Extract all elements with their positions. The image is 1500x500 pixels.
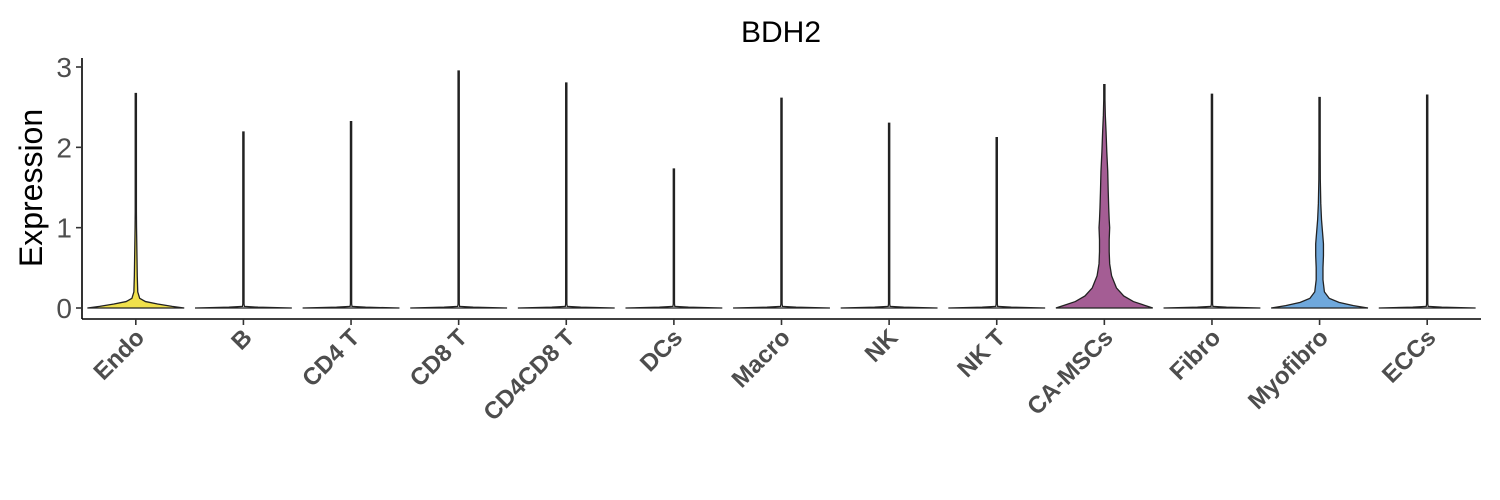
y-axis-label: Expression (13, 109, 49, 267)
violin-cd4-t (302, 120, 400, 309)
x-tick-label: NK T (952, 324, 1011, 383)
violin-myofibro (1271, 96, 1369, 309)
violin-ca-mscs (1055, 84, 1153, 309)
violin-nk (840, 122, 938, 309)
x-tick-label: DCs (635, 324, 688, 377)
y-tick-label: 1 (56, 213, 72, 244)
x-tick-label: ECCs (1377, 324, 1441, 388)
x-tick-label: CA-MSCs (1022, 324, 1118, 420)
y-axis: 0 1 2 3 (56, 52, 83, 324)
x-tick-label: Endo (89, 324, 151, 386)
x-tick-label: Macro (727, 324, 796, 393)
violin-cd8-t (410, 70, 508, 309)
violin-fibro (1163, 93, 1261, 309)
x-tick-label: NK (860, 324, 904, 368)
y-tick-label: 2 (56, 132, 72, 163)
x-tick-label: CD4 T (297, 324, 365, 392)
x-tick-label: CD8 T (405, 324, 473, 392)
x-axis: Endo B CD4 T CD8 T CD4CD8 T DCs Macro NK NK T CA-… (82, 318, 1481, 426)
y-tick-label: 3 (56, 52, 72, 83)
violin-nk-t (948, 137, 1046, 309)
violin-eccs (1378, 94, 1476, 309)
x-tick-label: CD4CD8 T (478, 324, 580, 426)
violin-cd4cd8-t (517, 82, 615, 309)
violin-macro (733, 97, 830, 309)
violin-dcs (625, 168, 723, 309)
violin-endo (87, 92, 185, 309)
x-tick-label: Fibro (1165, 324, 1227, 386)
y-tick-label: 0 (56, 293, 72, 324)
violin-b (194, 131, 292, 309)
violin-layer (87, 70, 1476, 309)
x-tick-label: Myofibro (1243, 324, 1334, 415)
x-tick-label: B (226, 324, 257, 355)
chart-title: BDH2 (741, 16, 821, 49)
